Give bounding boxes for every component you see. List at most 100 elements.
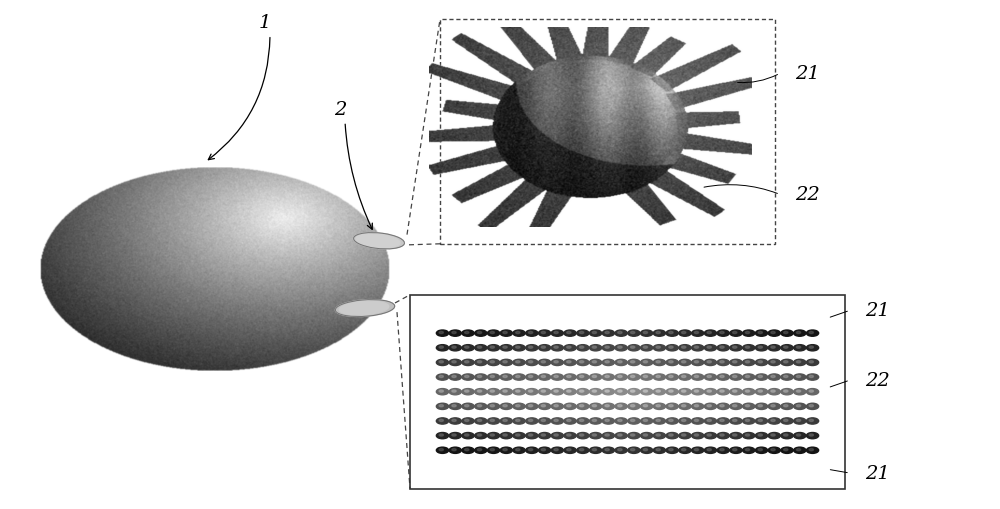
Circle shape: [720, 419, 724, 421]
Circle shape: [628, 359, 640, 366]
Circle shape: [449, 447, 461, 454]
Circle shape: [551, 433, 563, 439]
Circle shape: [526, 330, 538, 336]
Circle shape: [669, 332, 673, 334]
Circle shape: [707, 361, 711, 363]
Circle shape: [768, 330, 780, 336]
Circle shape: [707, 405, 711, 407]
Circle shape: [592, 448, 597, 451]
Circle shape: [516, 434, 520, 436]
Circle shape: [500, 389, 512, 395]
Circle shape: [631, 332, 635, 334]
Circle shape: [682, 332, 686, 334]
Circle shape: [567, 361, 571, 363]
Circle shape: [439, 405, 443, 407]
Circle shape: [682, 376, 686, 378]
Circle shape: [541, 419, 545, 421]
Circle shape: [436, 345, 449, 351]
Circle shape: [679, 359, 691, 366]
Circle shape: [781, 345, 793, 351]
Circle shape: [669, 390, 673, 392]
Circle shape: [733, 346, 737, 349]
Circle shape: [500, 433, 512, 439]
Circle shape: [503, 448, 507, 451]
Circle shape: [679, 418, 691, 425]
Circle shape: [462, 330, 474, 336]
Circle shape: [628, 418, 640, 425]
Circle shape: [796, 346, 801, 349]
Circle shape: [605, 390, 609, 392]
Circle shape: [579, 332, 584, 334]
Circle shape: [615, 418, 627, 425]
Circle shape: [758, 390, 762, 392]
Circle shape: [755, 374, 768, 380]
Circle shape: [541, 346, 545, 349]
Circle shape: [796, 405, 801, 407]
Circle shape: [452, 448, 456, 451]
Circle shape: [781, 447, 793, 454]
Circle shape: [589, 330, 602, 336]
Circle shape: [656, 346, 660, 349]
Circle shape: [758, 361, 762, 363]
Circle shape: [643, 390, 648, 392]
Circle shape: [682, 434, 686, 436]
Circle shape: [500, 359, 512, 366]
Circle shape: [771, 405, 775, 407]
Circle shape: [564, 433, 576, 439]
Circle shape: [666, 374, 678, 380]
Circle shape: [551, 418, 563, 425]
Circle shape: [579, 405, 584, 407]
Circle shape: [475, 447, 487, 454]
Circle shape: [733, 361, 737, 363]
Circle shape: [784, 405, 788, 407]
Circle shape: [653, 374, 666, 380]
Circle shape: [656, 434, 660, 436]
Circle shape: [628, 330, 640, 336]
Circle shape: [758, 419, 762, 421]
Circle shape: [682, 405, 686, 407]
Circle shape: [554, 448, 558, 451]
Circle shape: [656, 376, 660, 378]
Circle shape: [784, 390, 788, 392]
Circle shape: [602, 345, 614, 351]
Circle shape: [564, 447, 576, 454]
Circle shape: [592, 390, 597, 392]
Circle shape: [717, 404, 729, 410]
Circle shape: [768, 433, 780, 439]
Circle shape: [666, 404, 678, 410]
Circle shape: [743, 404, 755, 410]
Circle shape: [743, 447, 755, 454]
Circle shape: [743, 374, 755, 380]
Circle shape: [541, 332, 545, 334]
Circle shape: [465, 405, 469, 407]
Circle shape: [503, 405, 507, 407]
Circle shape: [477, 434, 482, 436]
Circle shape: [475, 418, 487, 425]
Circle shape: [794, 330, 806, 336]
Circle shape: [436, 374, 449, 380]
Circle shape: [541, 390, 545, 392]
Circle shape: [487, 447, 500, 454]
Circle shape: [490, 361, 494, 363]
Circle shape: [717, 447, 729, 454]
Circle shape: [436, 330, 449, 336]
Circle shape: [579, 390, 584, 392]
Circle shape: [643, 376, 648, 378]
Circle shape: [730, 418, 742, 425]
Circle shape: [605, 346, 609, 349]
Circle shape: [452, 405, 456, 407]
Circle shape: [579, 434, 584, 436]
Circle shape: [806, 389, 819, 395]
Circle shape: [592, 434, 597, 436]
Circle shape: [538, 374, 551, 380]
Circle shape: [615, 433, 627, 439]
Circle shape: [781, 433, 793, 439]
Circle shape: [745, 361, 750, 363]
Circle shape: [577, 374, 589, 380]
Text: 1: 1: [259, 14, 271, 32]
Text: 22: 22: [795, 186, 820, 204]
Circle shape: [567, 376, 571, 378]
Circle shape: [768, 374, 780, 380]
Circle shape: [579, 346, 584, 349]
Circle shape: [794, 447, 806, 454]
